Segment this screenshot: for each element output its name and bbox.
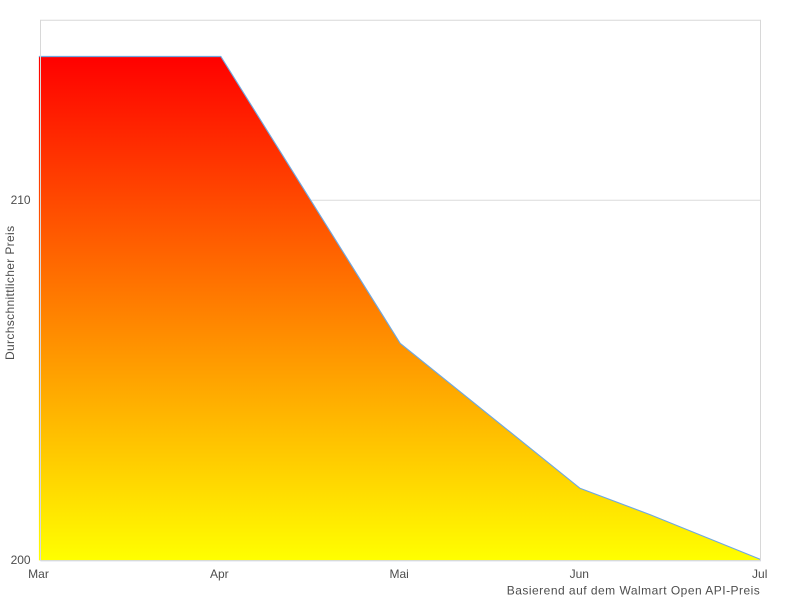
svg-text:Jun: Jun <box>570 567 589 581</box>
svg-text:Basierend auf dem Walmart Open: Basierend auf dem Walmart Open API-Preis <box>507 583 761 597</box>
svg-text:200: 200 <box>11 553 31 567</box>
svg-text:210: 210 <box>11 193 31 207</box>
svg-text:Mai: Mai <box>390 567 409 581</box>
svg-text:Apr: Apr <box>210 567 229 581</box>
svg-text:Jul: Jul <box>752 567 767 581</box>
svg-text:Durchschnittlicher Preis: Durchschnittlicher Preis <box>3 226 17 360</box>
svg-text:Mar: Mar <box>28 567 49 581</box>
